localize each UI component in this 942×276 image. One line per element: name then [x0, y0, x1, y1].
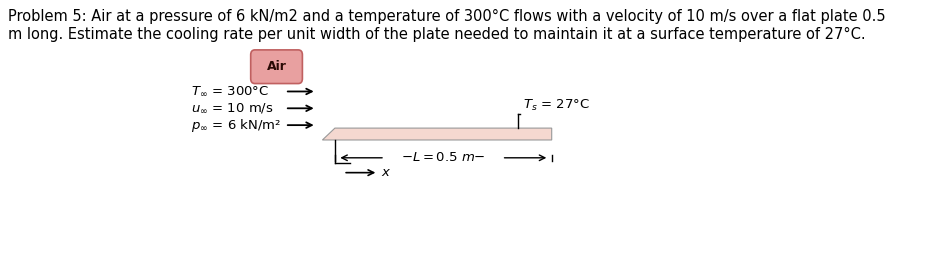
- Text: $u_\infty$ = 10 m/s: $u_\infty$ = 10 m/s: [191, 101, 274, 115]
- Polygon shape: [322, 128, 552, 140]
- Text: Air: Air: [267, 60, 286, 73]
- Text: $T_s$ = 27°C: $T_s$ = 27°C: [523, 98, 590, 113]
- Text: $p_\infty$ = 6 kN/m²: $p_\infty$ = 6 kN/m²: [191, 117, 282, 134]
- FancyBboxPatch shape: [251, 50, 302, 84]
- Text: Problem 5: Air at a pressure of 6 kN/m2 and a temperature of 300°C flows with a : Problem 5: Air at a pressure of 6 kN/m2 …: [8, 9, 885, 24]
- Text: $T_\infty$ = 300°C: $T_\infty$ = 300°C: [191, 85, 269, 98]
- Text: m long. Estimate the cooling rate per unit width of the plate needed to maintain: m long. Estimate the cooling rate per un…: [8, 27, 866, 42]
- Text: $-L=0.5$ m$-$: $-L=0.5$ m$-$: [401, 151, 486, 164]
- Text: $x$: $x$: [381, 166, 391, 179]
